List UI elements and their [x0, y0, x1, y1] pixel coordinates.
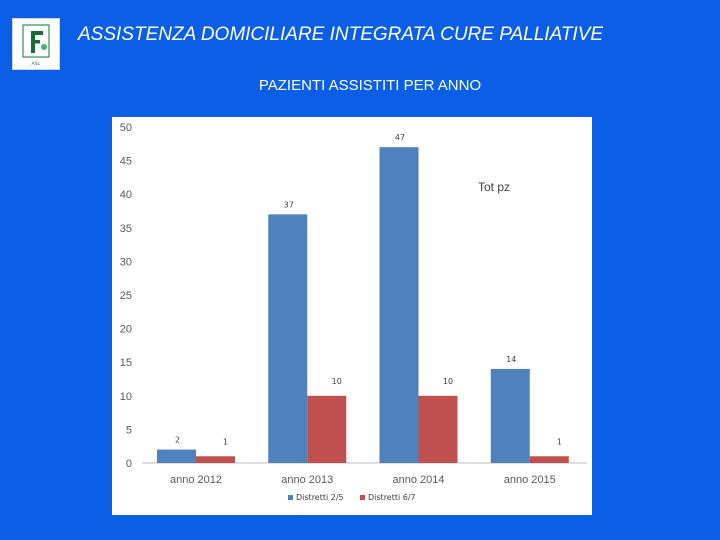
logo-text: ASL — [31, 62, 41, 67]
category-label: anno 2015 — [504, 474, 556, 486]
data-label: 2 — [175, 436, 180, 445]
data-label: 1 — [557, 437, 562, 446]
category-label: anno 2014 — [393, 474, 445, 486]
data-label: 47 — [395, 133, 405, 142]
data-label: 1 — [223, 437, 228, 446]
legend-label: Distretti 2/5 — [296, 493, 344, 502]
bar — [418, 395, 458, 463]
bar — [157, 449, 196, 463]
data-label: 10 — [332, 377, 342, 386]
total-annotation: Tot pz — [478, 180, 510, 194]
bar — [268, 214, 308, 463]
y-tick-label: 40 — [120, 189, 132, 201]
y-tick-label: 0 — [126, 458, 132, 470]
organization-logo: ASL — [12, 18, 60, 70]
y-tick-label: 35 — [120, 223, 132, 235]
page-title: ASSISTENZA DOMICILIARE INTEGRATA CURE PA… — [78, 24, 604, 45]
legend-label: Distretti 6/7 — [368, 493, 416, 502]
logo-emblem-icon — [22, 24, 50, 58]
y-tick-label: 5 — [126, 424, 132, 436]
y-tick-label: 15 — [120, 357, 132, 369]
bar-chart: 0 5 10 15 20 25 30 35 40 45 50 2 1 anno 2012 37 10 anno … — [120, 122, 587, 502]
legend-swatch — [288, 495, 293, 500]
y-tick-label: 30 — [120, 256, 132, 268]
bar — [490, 368, 530, 463]
y-tick-label: 50 — [120, 122, 132, 134]
y-tick-label: 20 — [120, 324, 132, 336]
chart-title: PAZIENTI ASSISTITI PER ANNO — [258, 77, 482, 94]
legend-swatch — [360, 495, 365, 500]
y-tick-label: 25 — [120, 290, 132, 302]
y-tick-label: 45 — [120, 156, 132, 168]
bar — [379, 147, 419, 463]
bar — [307, 395, 347, 463]
chart-panel: 0 5 10 15 20 25 30 35 40 45 50 2 1 anno 2012 37 10 anno … — [112, 117, 592, 515]
data-label: 37 — [284, 200, 294, 209]
category-label: anno 2012 — [170, 474, 222, 486]
data-label: 10 — [443, 377, 453, 386]
category-label: anno 2013 — [281, 474, 333, 486]
bar — [196, 456, 235, 463]
bar — [529, 456, 569, 463]
y-tick-label: 10 — [120, 391, 132, 403]
data-label: 14 — [506, 355, 516, 364]
